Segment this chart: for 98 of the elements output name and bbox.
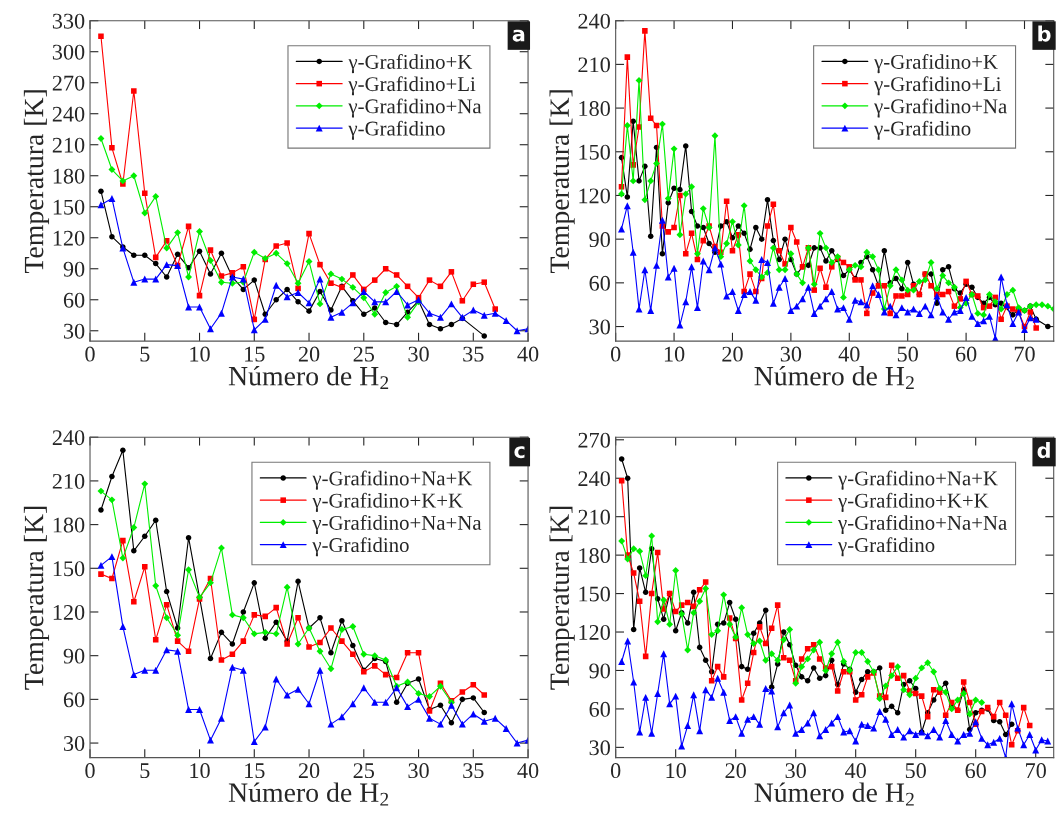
y-tick-label: 270 <box>52 75 85 91</box>
legend-label: γ-Grafidino+Na <box>874 98 1007 118</box>
y-tick-label: 210 <box>52 137 85 153</box>
x-tick-label: 20 <box>298 346 320 362</box>
x-tick-label: 30 <box>408 763 429 779</box>
legend-label: γ-Grafidino+Na+Na <box>312 515 482 535</box>
x-tick-label: 30 <box>785 763 806 779</box>
x-tick-label: 40 <box>517 763 539 779</box>
x-tick-label: 5 <box>140 763 150 779</box>
legend-label: γ-Grafidino <box>348 120 445 140</box>
x-tick-label: 15 <box>245 346 265 362</box>
y-tick-label: 240 <box>578 471 610 487</box>
y-tick-label: 60 <box>63 692 85 708</box>
y-tick-label: 270 <box>578 432 610 448</box>
annotation: a <box>512 29 525 42</box>
x-tick-label: 20 <box>722 346 743 362</box>
x-axis-title: Número de H$_{2}$ <box>754 365 914 390</box>
y-tick-label: 30 <box>63 323 85 339</box>
y-tick-label: 30 <box>589 740 610 756</box>
y-tick-label: 30 <box>589 319 610 335</box>
y-tick-label: 330 <box>52 13 85 29</box>
x-tick-label: 40 <box>845 763 866 779</box>
x-tick-label: 20 <box>298 763 320 779</box>
y-tick-label: 60 <box>589 701 610 717</box>
y-axis-title: Temperatura [K] <box>23 90 50 274</box>
y-tick-label: 120 <box>53 230 85 246</box>
annotation: d <box>1037 442 1050 459</box>
y-axis-title: Temperatura [K] <box>549 506 575 690</box>
y-tick-label: 180 <box>579 548 610 564</box>
x-tick-label: 60 <box>965 763 986 779</box>
y-tick-label: 210 <box>52 473 85 489</box>
x-tick-label: 35 <box>463 763 484 779</box>
legend-label: γ-Grafidino+K+K <box>837 492 989 512</box>
x-axis-title: Número de H$_{2}$ <box>228 365 389 390</box>
y-tick-label: 300 <box>52 44 85 60</box>
x-tick-label: 0 <box>85 346 95 362</box>
x-tick-label: 0 <box>85 763 95 779</box>
legend-label: γ-Grafidino+Li <box>348 76 476 96</box>
x-tick-label: 70 <box>1026 763 1046 779</box>
legend-label: γ-Grafidino+Na+K <box>312 470 473 490</box>
y-axis-title: Temperatura [K] <box>23 506 50 690</box>
x-tick-label: 10 <box>664 346 685 362</box>
x-tick-label: 40 <box>517 346 539 362</box>
y-tick-label: 60 <box>589 275 610 291</box>
annotation: c <box>514 446 525 459</box>
x-tick-label: 25 <box>353 346 375 362</box>
x-tick-label: 70 <box>1014 346 1035 362</box>
x-tick-label: 5 <box>140 346 150 362</box>
y-tick-label: 150 <box>579 144 610 160</box>
x-tick-label: 35 <box>463 346 484 362</box>
x-tick-label: 50 <box>897 346 918 362</box>
y-tick-label: 90 <box>589 232 610 248</box>
y-tick-label: 240 <box>578 13 610 29</box>
y-tick-label: 150 <box>579 586 610 602</box>
x-tick-label: 25 <box>353 763 375 779</box>
annotation: b <box>1038 25 1051 42</box>
y-tick-label: 180 <box>579 101 610 117</box>
y-tick-label: 90 <box>589 663 610 679</box>
legend-label: γ-Grafidino+Na+Na <box>837 515 1007 535</box>
y-tick-label: 240 <box>52 106 85 122</box>
x-tick-label: 20 <box>725 763 746 779</box>
x-axis-title: Número de H$_{2}$ <box>228 782 389 806</box>
y-tick-label: 210 <box>578 57 610 73</box>
y-tick-label: 150 <box>53 199 85 215</box>
x-tick-label: 50 <box>905 763 926 779</box>
x-tick-label: 0 <box>610 346 621 362</box>
x-tick-label: 10 <box>190 346 210 362</box>
legend-label: γ-Grafidino+K <box>874 54 998 74</box>
x-tick-label: 15 <box>245 763 265 779</box>
x-tick-label: 30 <box>408 346 429 362</box>
y-tick-label: 120 <box>53 604 85 620</box>
legend-label: γ-Grafidino <box>874 120 971 140</box>
y-tick-label: 60 <box>63 292 85 308</box>
y-tick-label: 150 <box>53 561 85 577</box>
y-tick-label: 90 <box>63 648 85 664</box>
x-tick-label: 0 <box>610 763 621 779</box>
y-tick-label: 180 <box>53 517 85 533</box>
legend-label: γ-Grafidino+Li <box>874 76 1002 96</box>
y-axis-title: Temperatura [K] <box>549 90 575 274</box>
y-tick-label: 240 <box>52 430 85 446</box>
y-tick-label: 30 <box>63 735 85 751</box>
legend-label: γ-Grafidino+Na <box>348 98 482 118</box>
x-axis-title: Número de H$_{2}$ <box>754 782 914 806</box>
x-tick-label: 60 <box>955 346 977 362</box>
x-tick-label: 40 <box>838 346 860 362</box>
y-tick-label: 120 <box>579 624 610 640</box>
x-tick-label: 30 <box>780 346 802 362</box>
x-tick-label: 10 <box>666 763 686 779</box>
y-tick-label: 180 <box>53 168 85 184</box>
x-tick-label: 10 <box>190 763 210 779</box>
y-tick-label: 210 <box>578 509 610 525</box>
y-tick-label: 90 <box>63 261 85 277</box>
y-tick-label: 120 <box>579 188 610 204</box>
legend-label: γ-Grafidino <box>312 537 409 557</box>
legend-label: γ-Grafidino+K+K <box>312 492 463 512</box>
legend-label: γ-Grafidino+Na+K <box>837 470 998 490</box>
legend-label: γ-Grafidino <box>837 537 935 557</box>
legend-label: γ-Grafidino+K <box>348 54 473 74</box>
